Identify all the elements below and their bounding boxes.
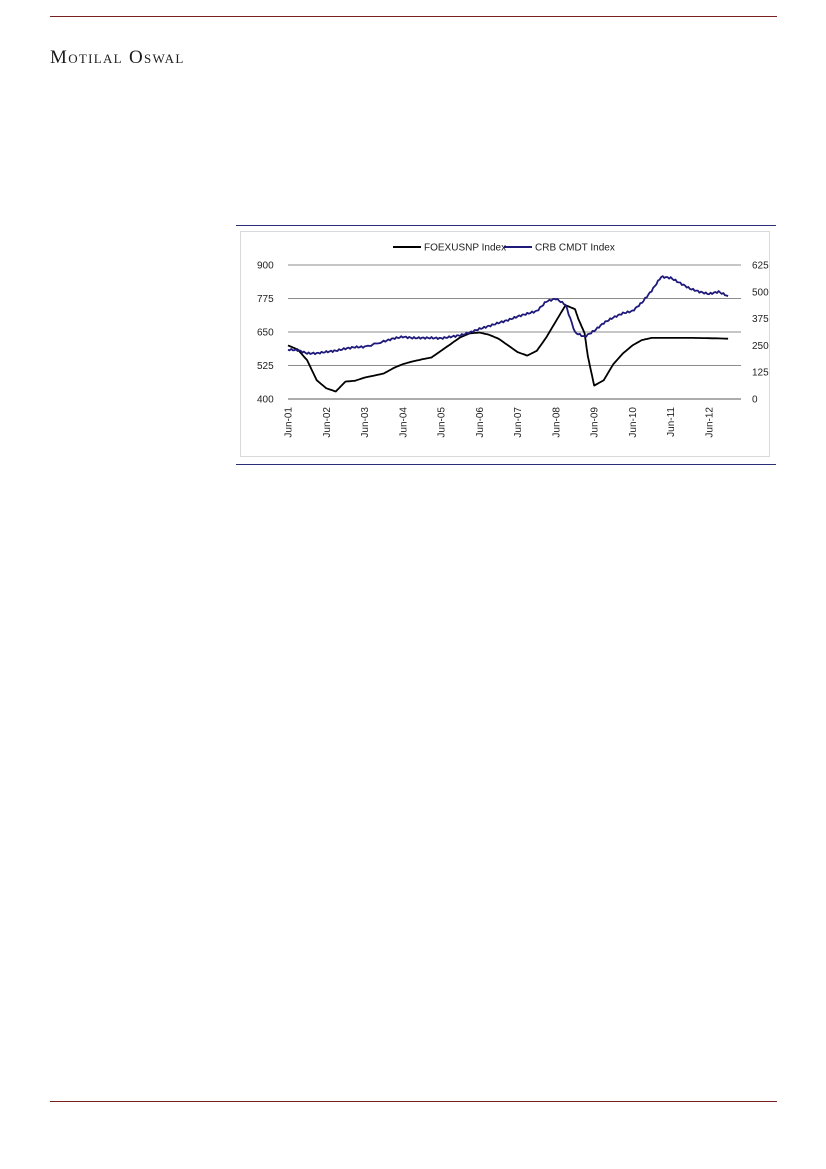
- x-axis-tick-label: Jun-06: [475, 407, 486, 438]
- x-axis-tick-label: Jun-09: [590, 407, 601, 438]
- x-axis-ticks: Jun-01 Jun-02 Jun-03 Jun-04 Jun-05 Jun-06 Jun-…: [284, 407, 716, 438]
- footer-rule: [50, 1101, 777, 1102]
- right-axis-tick-label: 375: [752, 314, 769, 325]
- right-axis-tick-label: 125: [752, 368, 769, 379]
- x-axis-tick-label: Jun-12: [705, 407, 716, 438]
- legend-label: FOEXUSNP Index: [424, 243, 506, 254]
- x-axis-tick-label: Jun-05: [437, 407, 448, 438]
- x-axis-tick-label: Jun-08: [551, 407, 562, 438]
- x-axis-tick-label: Jun-01: [284, 407, 295, 438]
- legend-label: CRB CMDT Index: [535, 243, 615, 254]
- left-axis-tick-label: 900: [257, 261, 274, 272]
- right-axis-tick-label: 625: [752, 261, 769, 272]
- x-axis-tick-label: Jun-04: [398, 407, 409, 438]
- left-axis-tick-label: 775: [257, 294, 274, 305]
- x-axis-tick-label: Jun-07: [513, 407, 524, 438]
- chart-legend: FOEXUSNP Index CRB CMDT Index: [393, 243, 615, 254]
- right-axis-tick-label: 0: [752, 395, 758, 406]
- left-axis-ticks: 400 525 650 775 900: [257, 261, 274, 406]
- x-axis-tick-label: Jun-03: [360, 407, 371, 438]
- series-line-crb-cmdt-index: [287, 275, 729, 356]
- left-axis-tick-label: 525: [257, 361, 274, 372]
- grid-lines: [288, 264, 741, 400]
- x-axis-tick-label: Jun-10: [628, 407, 639, 438]
- left-axis-tick-label: 650: [257, 328, 274, 339]
- left-axis-tick-label: 400: [257, 395, 274, 406]
- right-axis-ticks: 0 125 250 375 500 625: [752, 261, 769, 406]
- brand-logo: Motilal Oswal: [50, 47, 185, 68]
- x-axis-tick-label: Jun-11: [666, 407, 677, 437]
- x-axis-tick-label: Jun-02: [322, 407, 333, 438]
- chart-panel: 400 525 650 775 900 0 125 250 375 500 625 Jun-01 J…: [240, 231, 770, 457]
- series-line-foexusnp-index: [287, 304, 729, 393]
- series-lines: [287, 275, 729, 393]
- right-axis-tick-label: 500: [752, 287, 769, 298]
- chart-frame: 400 525 650 775 900 0 125 250 375 500 625 Jun-01 J…: [236, 225, 776, 465]
- header-rule: [50, 16, 777, 17]
- right-axis-tick-label: 250: [752, 341, 769, 352]
